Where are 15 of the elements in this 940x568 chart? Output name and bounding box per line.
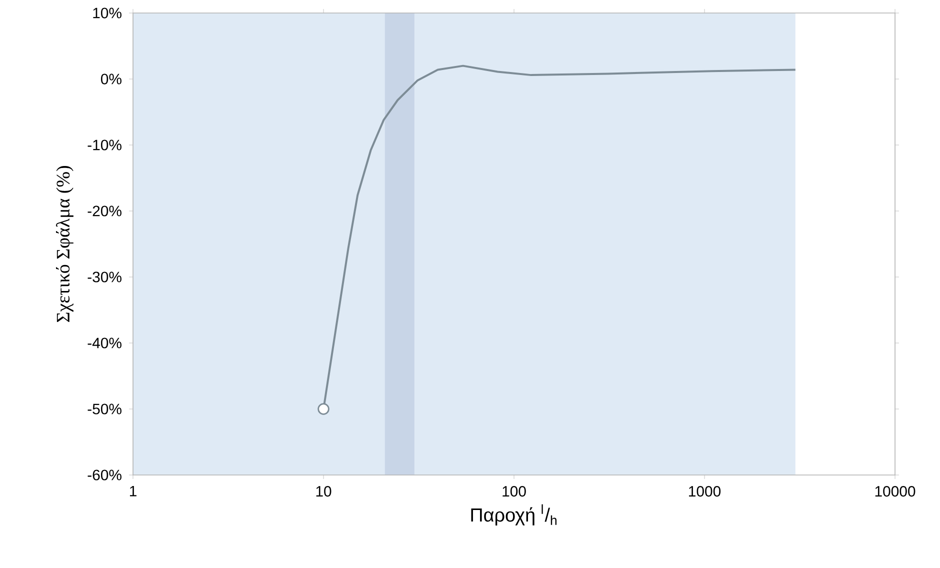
y-tick-label: -50%	[88, 404, 122, 414]
x-tick-label: 10000	[875, 486, 916, 497]
x-tick-label: 10	[316, 486, 332, 497]
x-tick-label: 1000	[689, 486, 721, 497]
y-tick-label: -60%	[88, 470, 122, 480]
x-tick-label: 1	[130, 486, 136, 496]
y-tick-label: 0%	[100, 74, 122, 84]
y-tick-label: -20%	[88, 206, 122, 216]
y-tick-label: 10%	[93, 8, 122, 18]
x-axis-title: Παροχή $^{l}$/$_{h}$	[471, 504, 556, 526]
y-tick-label: -10%	[88, 140, 122, 150]
y-tick-label: -30%	[88, 272, 122, 282]
x-tick-label: 100	[502, 486, 526, 497]
y-axis-title: Σχετικό Σφάλμα (%)	[56, 166, 74, 322]
y-tick-label: -40%	[88, 338, 122, 348]
